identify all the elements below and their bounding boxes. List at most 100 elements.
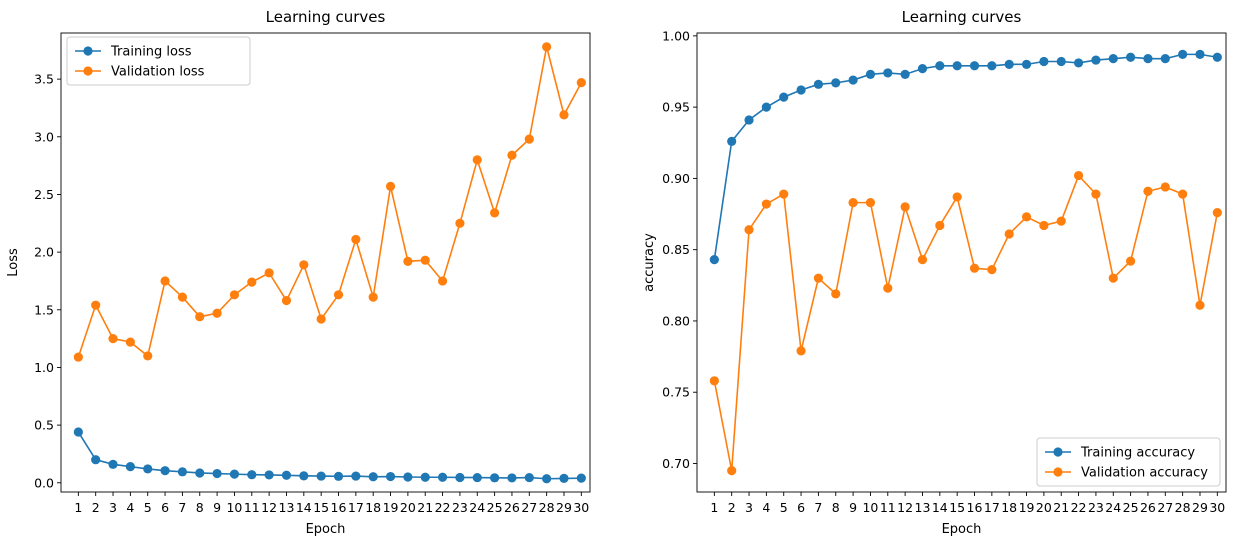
accuracy-data-point xyxy=(744,115,754,125)
loss-data-point xyxy=(455,218,465,228)
loss-data-point xyxy=(212,468,222,479)
loss-x-tick-label: 27 xyxy=(521,500,537,515)
accuracy-legend-marker xyxy=(1053,467,1063,477)
loss-x-tick-label: 29 xyxy=(556,500,572,515)
accuracy-data-point xyxy=(883,68,893,78)
loss-series-0 xyxy=(73,427,586,484)
accuracy-x-tick-label: 6 xyxy=(797,500,805,515)
loss-x-tick-label: 11 xyxy=(244,500,260,515)
accuracy-x-tick-label: 4 xyxy=(762,500,770,515)
accuracy-x-tick-label: 1 xyxy=(710,500,718,515)
accuracy-x-tick-label: 16 xyxy=(967,500,983,515)
accuracy-data-point xyxy=(1143,54,1153,64)
loss-x-tick-label: 13 xyxy=(279,500,295,515)
accuracy-data-point xyxy=(779,92,789,102)
loss-x-tick-label: 8 xyxy=(196,500,204,515)
accuracy-x-tick-label: 17 xyxy=(984,500,1000,515)
accuracy-y-tick-label: 0.80 xyxy=(662,313,690,328)
loss-data-point xyxy=(524,472,534,483)
accuracy-x-tick-label: 28 xyxy=(1175,500,1191,515)
accuracy-x-tick-label: 7 xyxy=(814,500,822,515)
loss-chart-title: Learning curves xyxy=(266,8,386,26)
loss-data-point xyxy=(385,181,396,191)
accuracy-data-point xyxy=(744,225,754,235)
loss-data-point xyxy=(91,300,101,310)
loss-legend: Training loss Validation loss xyxy=(66,36,251,86)
loss-data-point xyxy=(73,352,83,362)
loss-data-point xyxy=(229,290,240,300)
loss-data-point xyxy=(420,472,430,482)
loss-series-line xyxy=(77,431,582,480)
accuracy-data-point xyxy=(727,136,737,146)
loss-data-point xyxy=(247,470,257,480)
accuracy-data-point xyxy=(917,255,928,265)
accuracy-data-point xyxy=(831,78,841,88)
accuracy-data-point xyxy=(709,376,719,386)
loss-data-point xyxy=(143,464,153,474)
loss-data-point xyxy=(576,473,586,483)
accuracy-x-tick-label: 9 xyxy=(849,500,857,515)
accuracy-data-point xyxy=(1108,273,1118,283)
accuracy-data-point xyxy=(761,102,771,112)
accuracy-data-point xyxy=(1126,52,1136,62)
loss-x-tick-label: 22 xyxy=(435,500,451,515)
loss-legend-marker xyxy=(83,46,93,56)
loss-x-tick-label: 18 xyxy=(365,500,381,515)
accuracy-x-tick-label: 8 xyxy=(832,500,840,515)
accuracy-x-tick-label: 23 xyxy=(1088,500,1104,515)
loss-x-axis-label: Epoch xyxy=(306,522,346,537)
accuracy-x-tick-label: 29 xyxy=(1192,500,1208,515)
loss-x-tick-label: 12 xyxy=(261,500,277,515)
loss-data-point xyxy=(351,471,361,481)
loss-data-point xyxy=(437,472,448,482)
loss-x-tick-label: 7 xyxy=(178,500,186,515)
loss-y-tick-label: 1.0 xyxy=(34,360,54,375)
loss-data-point xyxy=(177,292,188,302)
accuracy-x-tick-label: 15 xyxy=(949,500,965,515)
loss-data-point xyxy=(143,351,153,361)
accuracy-data-point xyxy=(779,189,789,199)
loss-data-point xyxy=(195,468,205,478)
loss-data-point xyxy=(507,473,517,483)
accuracy-chart-title: Learning curves xyxy=(902,8,1022,26)
accuracy-data-point xyxy=(1021,212,1032,222)
loss-y-tick-label: 3.5 xyxy=(34,72,54,87)
accuracy-data-point xyxy=(1178,189,1188,199)
accuracy-y-ticks: 0.70 0.75 0.80 0.85 0.90 0.95 1.00 xyxy=(662,28,697,471)
accuracy-data-point xyxy=(935,220,945,231)
accuracy-data-point xyxy=(1073,58,1084,68)
accuracy-x-tick-label: 25 xyxy=(1123,500,1139,515)
accuracy-data-point xyxy=(1091,189,1101,199)
loss-x-tick-label: 4 xyxy=(126,500,134,515)
accuracy-data-point xyxy=(883,283,893,293)
loss-legend-label: Training loss xyxy=(110,45,192,60)
loss-axes-frame xyxy=(60,32,591,493)
accuracy-data-point xyxy=(796,85,806,95)
loss-x-tick-label: 10 xyxy=(226,500,242,515)
accuracy-legend-label: Validation accuracy xyxy=(1081,466,1208,481)
accuracy-data-point xyxy=(865,198,876,208)
accuracy-data-point xyxy=(969,61,980,71)
accuracy-legend-box xyxy=(1036,437,1221,487)
loss-x-tick-label: 25 xyxy=(487,500,503,515)
loss-data-point xyxy=(299,471,309,481)
accuracy-legend-marker xyxy=(1053,447,1063,457)
accuracy-data-point xyxy=(1056,216,1066,226)
accuracy-data-point xyxy=(1108,54,1118,64)
loss-y-axis-label: Loss xyxy=(6,248,21,277)
loss-y-tick-label: 2.5 xyxy=(34,187,54,202)
loss-data-point xyxy=(264,470,274,480)
loss-data-point xyxy=(316,314,326,324)
loss-x-tick-label: 16 xyxy=(331,500,347,515)
accuracy-series-0 xyxy=(709,49,1222,265)
loss-x-tick-label: 21 xyxy=(417,500,433,515)
accuracy-data-point xyxy=(1195,300,1205,310)
accuracy-series-line xyxy=(713,53,1218,260)
loss-data-point xyxy=(368,472,378,482)
accuracy-x-tick-label: 11 xyxy=(880,500,896,515)
loss-x-tick-label: 9 xyxy=(213,500,221,515)
loss-x-tick-label: 28 xyxy=(539,500,555,515)
accuracy-data-point xyxy=(1004,229,1014,239)
